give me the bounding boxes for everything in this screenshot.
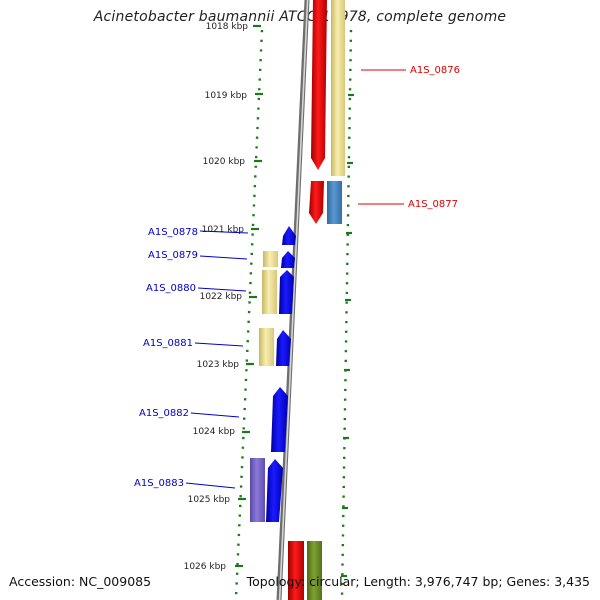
feature-block bbox=[307, 541, 322, 600]
gene-arrow-a1s-0880[interactable] bbox=[279, 270, 294, 314]
gene-arrow-a1s-0881[interactable] bbox=[276, 330, 291, 366]
feature-block bbox=[262, 270, 277, 314]
scale-label: 1018 kbp bbox=[206, 22, 249, 32]
feature-block bbox=[263, 251, 278, 267]
gene-label-a1s-0879[interactable]: A1S_0879 bbox=[148, 250, 198, 261]
scale-label: 1021 kbp bbox=[202, 225, 245, 235]
feature-block bbox=[327, 181, 342, 224]
gene-label-a1s-0876[interactable]: A1S_0876 bbox=[410, 65, 460, 76]
feature-block bbox=[250, 458, 265, 522]
scale-label: 1022 kbp bbox=[200, 292, 243, 302]
scale-label: 1023 kbp bbox=[197, 360, 240, 370]
gene-arrow-a1s-0883[interactable] bbox=[266, 459, 283, 522]
gene-leader-lines bbox=[185, 69, 406, 489]
scale-label: 1025 kbp bbox=[188, 495, 231, 505]
map-title: Acinetobacter baumannii ATCC 17978, comp… bbox=[93, 9, 507, 25]
gene-label-a1s-0877[interactable]: A1S_0877 bbox=[408, 199, 458, 210]
gene-labels: A1S_0876 A1S_0877 A1S_0878 A1S_0879 A1S_… bbox=[134, 65, 460, 489]
gene-label-a1s-0880[interactable]: A1S_0880 bbox=[146, 283, 196, 294]
gene-arrow-a1s-0877[interactable] bbox=[309, 181, 324, 224]
scale-label: 1020 kbp bbox=[203, 157, 246, 167]
scale-outer-ticks bbox=[341, 93, 354, 578]
gene-label-a1s-0881[interactable]: A1S_0881 bbox=[143, 338, 193, 349]
gene-label-a1s-0882[interactable]: A1S_0882 bbox=[139, 408, 189, 419]
scale-label: 1026 kbp bbox=[184, 562, 227, 572]
scale-label: 1024 kbp bbox=[193, 427, 236, 437]
gene-arrow-a1s-0878[interactable] bbox=[282, 226, 296, 245]
gene-arrow-a1s-0882[interactable] bbox=[271, 387, 288, 452]
forward-strand-features bbox=[288, 0, 345, 600]
feature-block bbox=[259, 328, 274, 366]
gene-label-a1s-0883[interactable]: A1S_0883 bbox=[134, 478, 184, 489]
scale-label: 1019 kbp bbox=[205, 91, 248, 101]
accession-label: Accession: NC_009085 bbox=[9, 574, 152, 589]
gene-label-a1s-0878[interactable]: A1S_0878 bbox=[148, 227, 198, 238]
feature-block bbox=[331, 0, 345, 176]
genome-summary: Topology: circular; Length: 3,976,747 bp… bbox=[246, 574, 590, 589]
gene-arrow-a1s-0876[interactable] bbox=[311, 0, 327, 170]
reverse-strand-features bbox=[250, 226, 296, 522]
gene-arrow-a1s-0879[interactable] bbox=[281, 251, 295, 268]
gene-arrow-partial bbox=[288, 541, 304, 600]
scale-ticks: 1018 kbp 1019 kbp 1020 kbp 1021 kbp 1022… bbox=[184, 22, 263, 572]
